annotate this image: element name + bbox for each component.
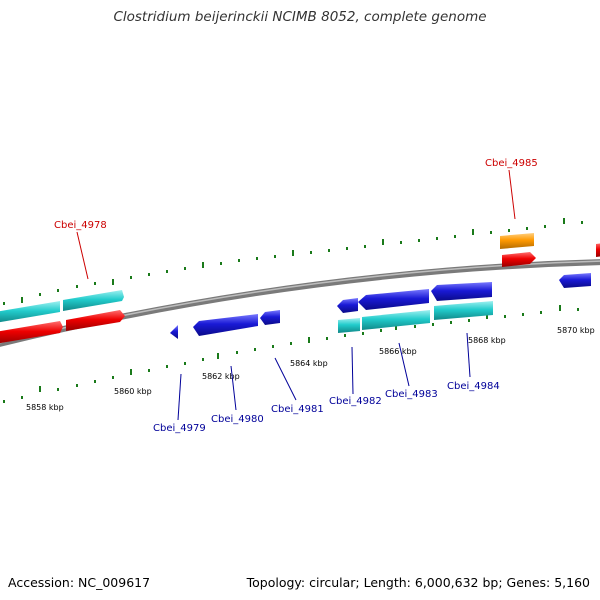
forward-tick-rail [3,218,583,305]
forward-gene-arrow-edge[interactable] [596,243,600,257]
label-leader-lines [76,169,516,421]
scale-label-5868: 5868 kbp [468,336,506,345]
gene-cbei-4978-arrow[interactable] [66,310,125,331]
forward-cds-block[interactable] [63,290,124,311]
scale-label-5864: 5864 kbp [290,359,328,368]
gene-cbei-4981-arrow[interactable] [260,310,280,325]
scale-label-5870: 5870 kbp [557,326,595,335]
reverse-cds-block[interactable] [362,310,430,330]
forward-cds-block[interactable] [0,301,60,323]
forward-gene-arrow[interactable] [0,321,63,344]
features-right-group [337,233,600,333]
gene-label-cbei-4981[interactable]: Cbei_4981 [271,404,324,415]
reverse-cds-block[interactable] [338,318,360,333]
gene-label-cbei-4980[interactable]: Cbei_4980 [211,414,264,425]
gene-cbei-4979-arrow[interactable] [170,325,178,339]
reverse-features-middle [170,310,280,339]
reverse-tick-rail [3,305,579,403]
forward-features-left [0,290,125,344]
reverse-gene-arrow-edge[interactable] [559,273,591,288]
gene-cbei-4985-arrow[interactable] [502,252,536,267]
gene-cbei-4983-arrow[interactable] [358,289,429,310]
accession-text: Accession: NC_009617 [8,575,151,590]
gene-cbei-4980-arrow[interactable] [193,314,258,336]
gene-cbei-4982-arrow[interactable] [337,298,358,313]
gene-cbei-4984-arrow[interactable] [431,282,492,301]
genome-summary-text: Topology: circular; Length: 6,000,632 bp… [246,575,590,590]
map-title: Clostridium beijerinckii NCIMB 8052, com… [113,9,487,25]
gene-label-cbei-4978[interactable]: Cbei_4978 [54,220,107,231]
scale-label-5866: 5866 kbp [379,347,417,356]
gene-label-cbei-4982[interactable]: Cbei_4982 [329,396,382,407]
gene-label-cbei-4979[interactable]: Cbei_4979 [153,423,206,434]
gene-cbei-4985-misc-feature[interactable] [500,233,534,249]
gene-label-cbei-4983[interactable]: Cbei_4983 [385,389,438,400]
scale-label-5858: 5858 kbp [26,403,64,412]
gene-label-cbei-4984[interactable]: Cbei_4984 [447,381,500,392]
reverse-cds-block[interactable] [434,301,493,320]
scale-label-5860: 5860 kbp [114,387,152,396]
scale-label-5862: 5862 kbp [202,372,240,381]
gene-label-cbei-4985[interactable]: Cbei_4985 [485,158,538,169]
